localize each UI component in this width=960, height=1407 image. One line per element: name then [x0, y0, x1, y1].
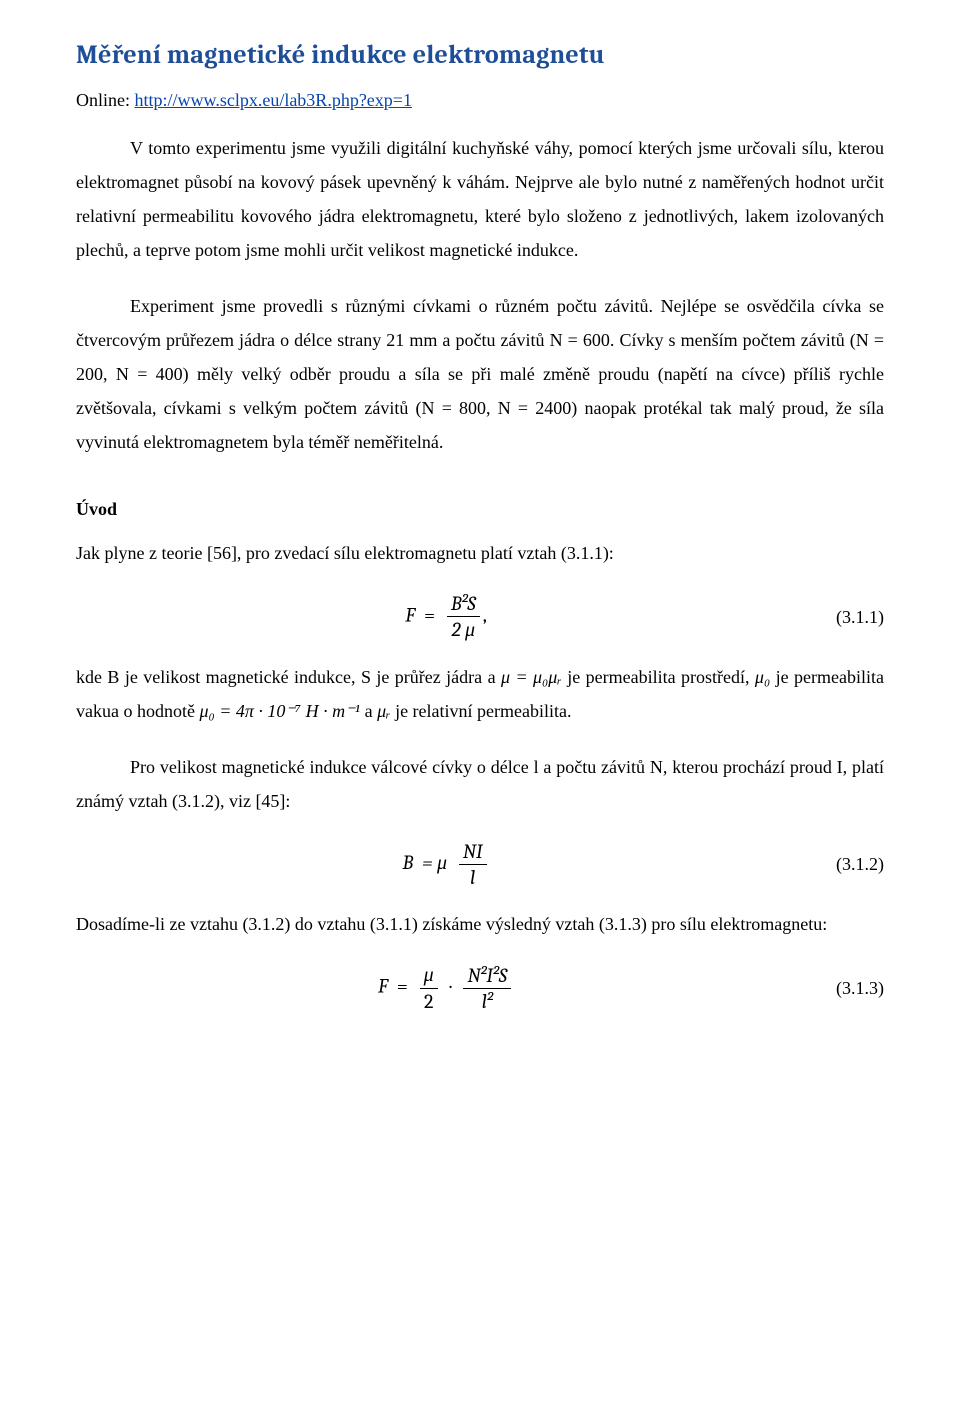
page-title: Měření magnetické indukce elektromagnetu	[76, 40, 884, 70]
equation-number: (3.1.3)	[816, 978, 884, 999]
paragraph-4: Dosadíme-li ze vztahu (3.1.2) do vztahu …	[76, 907, 884, 941]
online-link-text[interactable]: http://www.sclpx.eu/lab3R.php?exp=1	[135, 90, 412, 110]
paragraph-1: V tomto experimentu jsme využili digitál…	[76, 131, 884, 267]
equation-3-1-3: F = μ 2 · N²I²S l² (3.1.3)	[76, 963, 884, 1013]
equation-number: (3.1.1)	[816, 607, 884, 628]
equation-3-1-1: F = B²S 2 μ , (3.1.1)	[76, 592, 884, 642]
online-label: Online:	[76, 90, 135, 110]
paragraph-after-eq1: kde B je velikost magnetické indukce, S …	[76, 660, 884, 728]
equation-body: F = B²S 2 μ ,	[405, 592, 487, 642]
online-source: Online: http://www.sclpx.eu/lab3R.php?ex…	[76, 90, 884, 111]
paragraph-3: Pro velikost magnetické indukce válcové …	[76, 750, 884, 818]
intro-line: Jak plyne z teorie [56], pro zvedací síl…	[76, 536, 884, 570]
equation-body: B = μ NI l	[402, 840, 489, 889]
equation-body: F = μ 2 · N²I²S l²	[378, 963, 514, 1013]
paragraph-2: Experiment jsme provedli s různými cívka…	[76, 289, 884, 459]
equation-3-1-2: B = μ NI l (3.1.2)	[76, 840, 884, 889]
equation-number: (3.1.2)	[816, 854, 884, 875]
section-heading-uvod: Úvod	[76, 499, 884, 520]
